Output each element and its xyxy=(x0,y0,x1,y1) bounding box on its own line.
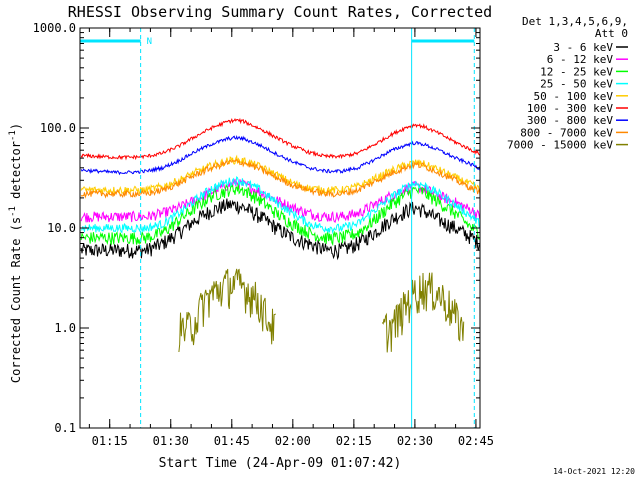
x-tick-label: 01:30 xyxy=(153,434,189,448)
series-line-12-25-kev xyxy=(80,183,481,247)
legend-header-2: Att 0 xyxy=(595,27,628,40)
series-line-3-6-kev xyxy=(80,198,481,261)
legend-header-1: Det 1,3,4,5,6,9, xyxy=(522,15,628,28)
y-tick-label: 0.1 xyxy=(54,421,76,435)
series-line-800-7000-kev xyxy=(80,158,481,199)
legend-label: 12 - 25 keV xyxy=(540,65,613,78)
legend-label: 300 - 800 keV xyxy=(527,114,613,127)
y-tick-label: 1.0 xyxy=(54,321,76,335)
y-tick-label: 1000.0 xyxy=(33,21,76,35)
legend-label: 3 - 6 keV xyxy=(553,41,613,54)
saa-flag-label: N xyxy=(147,37,152,47)
legend-label: 25 - 50 keV xyxy=(540,78,613,91)
footer-timestamp: 14-Oct-2021 12:20 xyxy=(553,467,635,476)
series-line-100-300-kev xyxy=(80,117,481,161)
series-line-300-800-kev xyxy=(80,134,481,176)
legend-label: 7000 - 15000 keV xyxy=(507,139,613,152)
series-line-7000-15000-kev-b xyxy=(381,272,465,353)
x-tick-label: 02:00 xyxy=(275,434,311,448)
series-line-7000-15000-kev-a xyxy=(178,268,276,353)
series-line-50-100-kev xyxy=(80,154,481,195)
legend-label: 800 - 7000 keV xyxy=(520,126,613,139)
x-tick-label: 01:45 xyxy=(214,434,250,448)
y-axis-label: Corrected Count Rate (s-1 detector-1) xyxy=(8,123,23,383)
legend-label: 100 - 300 keV xyxy=(527,102,613,115)
series-line-6-12-kev xyxy=(80,178,481,223)
x-axis-label: Start Time (24-Apr-09 01:07:42) xyxy=(159,456,402,471)
x-tick-label: 01:15 xyxy=(92,434,128,448)
series-line-25-50-kev xyxy=(81,175,481,235)
x-tick-label: 02:15 xyxy=(336,434,372,448)
legend-label: 6 - 12 keV xyxy=(547,53,614,66)
chart-title: RHESSI Observing Summary Count Rates, Co… xyxy=(68,3,492,21)
x-tick-label: 02:30 xyxy=(397,434,433,448)
y-tick-label: 10.0 xyxy=(47,221,76,235)
x-tick-label: 02:45 xyxy=(458,434,494,448)
legend-label: 50 - 100 keV xyxy=(534,90,614,103)
y-tick-label: 100.0 xyxy=(40,121,76,135)
